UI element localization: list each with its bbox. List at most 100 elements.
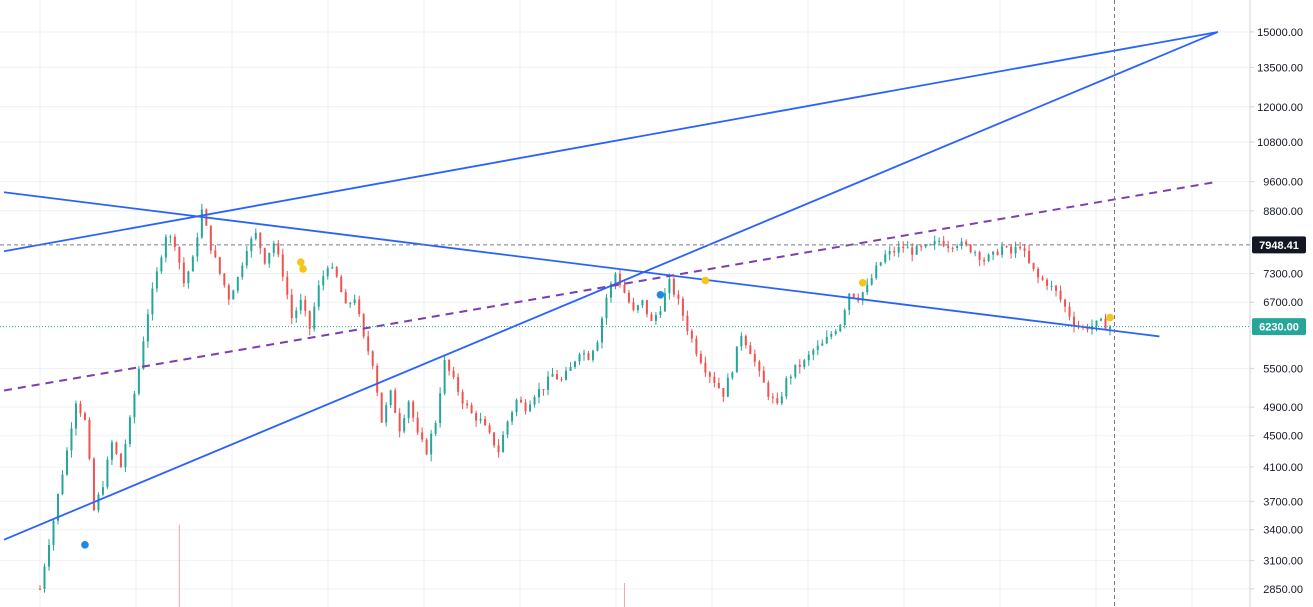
candle-body — [1109, 326, 1111, 329]
candle-body — [1028, 250, 1031, 263]
candle-body — [358, 299, 361, 315]
candle-body — [965, 241, 968, 245]
candle-body — [969, 244, 972, 253]
candle-body — [277, 243, 280, 255]
candle-body — [879, 262, 882, 266]
candle-body — [668, 278, 671, 294]
candle-body — [992, 251, 995, 255]
candle-body — [124, 443, 127, 468]
price-tick-label: 7300.00 — [1263, 268, 1303, 280]
last-price-badge-bg — [1252, 318, 1306, 336]
candle-body — [416, 417, 419, 433]
candle-body — [326, 268, 329, 277]
candle-body — [897, 247, 900, 253]
candle-body — [146, 314, 149, 342]
candle-body — [924, 244, 927, 247]
price-tick-label: 9600.00 — [1263, 177, 1303, 189]
candle-body — [866, 284, 869, 293]
candle-body — [83, 413, 86, 420]
candle-body — [394, 390, 397, 413]
candle-body — [1095, 320, 1098, 326]
candle-body — [911, 247, 914, 255]
candle-body — [587, 353, 590, 360]
candle-body — [582, 353, 585, 355]
candle-body — [654, 315, 657, 321]
candle-body — [1005, 246, 1008, 248]
candle-body — [502, 434, 505, 453]
candle-body — [600, 318, 603, 343]
trendlines[interactable] — [3, 31, 1219, 541]
candle-body — [551, 373, 554, 377]
candle-body — [56, 494, 59, 521]
candle-body — [659, 311, 662, 316]
trendline[interactable] — [3, 31, 1219, 541]
candle-body — [259, 232, 262, 249]
price-tick-label: 8800.00 — [1263, 206, 1303, 218]
candle-body — [749, 345, 752, 355]
candle-body — [834, 331, 837, 334]
candle-body — [893, 250, 896, 253]
candle-body — [425, 439, 428, 455]
candle-body — [65, 450, 68, 475]
candle-body — [726, 377, 729, 397]
candle-body — [70, 428, 73, 451]
last-price-badge: 6230.00 — [1252, 318, 1306, 336]
candlestick-series — [39, 203, 1111, 593]
candle-body — [1001, 246, 1004, 255]
candle-body — [79, 403, 82, 414]
candle-body — [371, 351, 374, 366]
candle-body — [466, 403, 469, 406]
candle-body — [821, 343, 824, 346]
candle-body — [618, 273, 621, 285]
price-tick-label: 3100.00 — [1263, 556, 1303, 568]
candle-body — [398, 412, 401, 432]
price-axis[interactable]: 15000.00 13500.00 12000.00 10800.00 9600.00 8… — [1249, 0, 1313, 607]
candle-body — [731, 372, 734, 378]
candle-body — [614, 273, 617, 284]
candle-body — [1068, 306, 1071, 317]
trendline[interactable] — [3, 31, 1219, 253]
candle-body — [780, 396, 783, 404]
price-tick-label: 3400.00 — [1263, 525, 1303, 537]
candle-body — [609, 283, 612, 298]
candle-body — [681, 298, 684, 316]
candle-body — [767, 382, 770, 397]
candle-body — [960, 241, 963, 246]
candle-body — [115, 442, 118, 454]
candle-body — [412, 401, 415, 418]
candle-body — [771, 396, 774, 399]
candle-body — [816, 345, 819, 351]
candle-body — [740, 335, 743, 347]
candle-body — [996, 251, 999, 255]
price-tick-label: 4900.00 — [1263, 402, 1303, 414]
candle-body — [52, 520, 55, 545]
candle-body — [515, 399, 518, 413]
candle-body — [902, 247, 905, 249]
candle-body — [825, 336, 828, 344]
candle-body — [708, 372, 711, 377]
candle-body — [119, 453, 122, 468]
price-tick-label: 4100.00 — [1263, 462, 1303, 474]
candle-body — [439, 393, 442, 424]
candle-body — [254, 232, 257, 239]
candle-body — [1023, 248, 1026, 251]
candle-body — [915, 246, 918, 255]
candle-body — [506, 421, 509, 435]
trendline[interactable] — [3, 191, 1160, 338]
candle-body — [1010, 246, 1013, 254]
crosshair-price-badge: 7948.41 — [1252, 236, 1306, 254]
candle-body — [753, 354, 756, 362]
candle-body — [484, 418, 487, 426]
candle-body — [798, 364, 801, 367]
candle-body — [421, 432, 424, 440]
candle-body — [789, 376, 792, 379]
candle-body — [830, 333, 833, 337]
channel-midline[interactable] — [3, 180, 1219, 392]
yellow-signal-dot — [858, 278, 867, 287]
candle-body — [223, 273, 226, 286]
candle-body — [605, 297, 608, 319]
candle-body — [362, 314, 365, 337]
candle-body — [942, 240, 945, 247]
candle-body — [1073, 316, 1076, 327]
